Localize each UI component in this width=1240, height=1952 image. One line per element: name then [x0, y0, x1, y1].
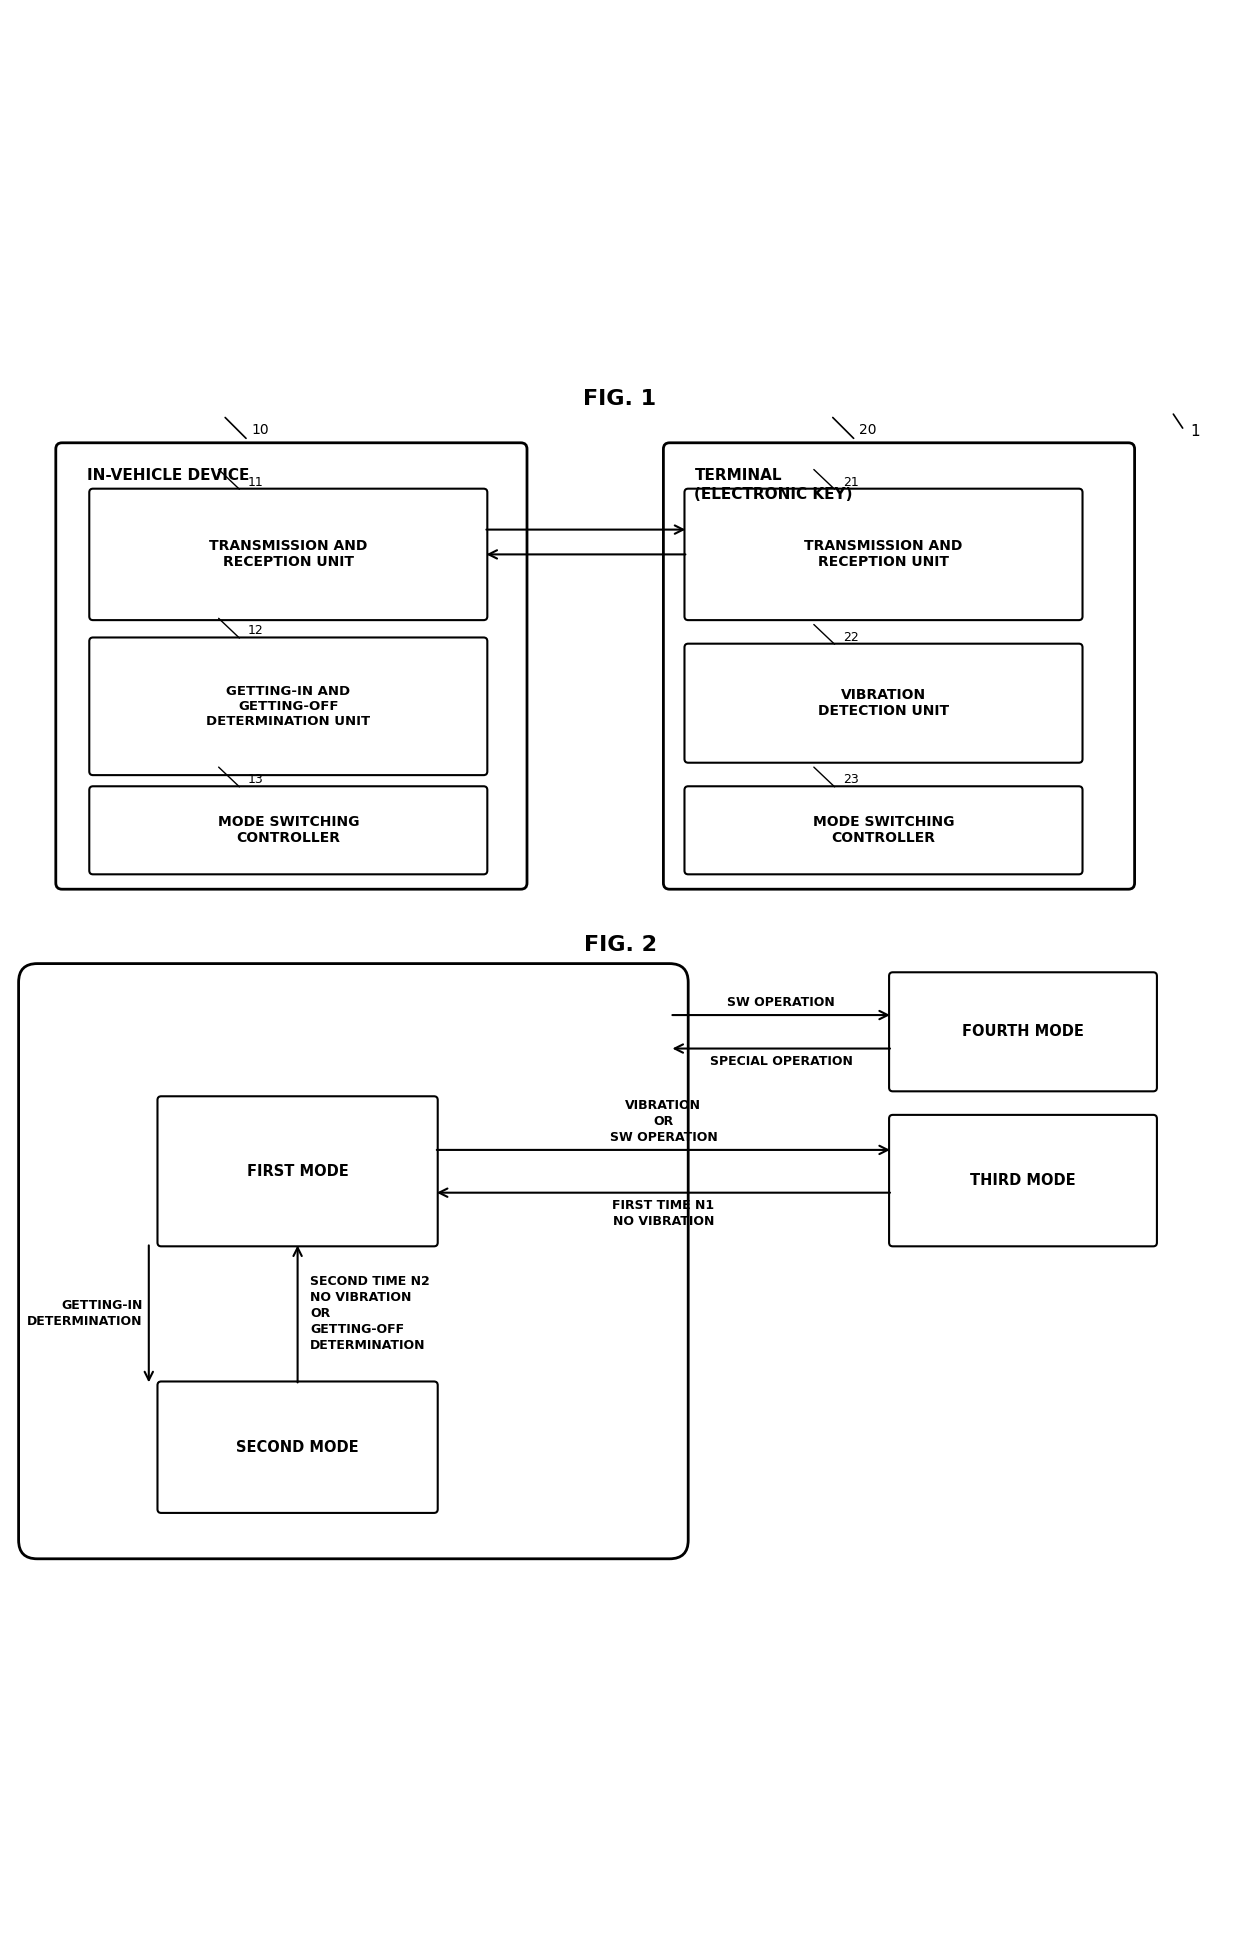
FancyBboxPatch shape	[157, 1382, 438, 1513]
Text: SECOND MODE: SECOND MODE	[237, 1441, 358, 1454]
Text: 22: 22	[843, 630, 858, 644]
Text: 20: 20	[859, 422, 877, 437]
Text: MODE SWITCHING
CONTROLLER: MODE SWITCHING CONTROLLER	[217, 816, 360, 845]
FancyBboxPatch shape	[157, 1097, 438, 1245]
Text: TRANSMISSION AND
RECEPTION UNIT: TRANSMISSION AND RECEPTION UNIT	[210, 539, 367, 570]
Text: SECOND TIME N2
NO VIBRATION
OR
GETTING-OFF
DETERMINATION: SECOND TIME N2 NO VIBRATION OR GETTING-O…	[310, 1275, 430, 1353]
FancyBboxPatch shape	[684, 787, 1083, 874]
Text: 13: 13	[248, 773, 263, 787]
Text: GETTING-IN
DETERMINATION: GETTING-IN DETERMINATION	[27, 1300, 143, 1329]
Text: FOURTH MODE: FOURTH MODE	[962, 1025, 1084, 1038]
FancyBboxPatch shape	[684, 488, 1083, 621]
Text: THIRD MODE: THIRD MODE	[970, 1173, 1076, 1189]
Text: SW OPERATION: SW OPERATION	[728, 996, 835, 1009]
FancyBboxPatch shape	[663, 443, 1135, 890]
Text: FIG. 1: FIG. 1	[584, 388, 656, 410]
Text: MODE SWITCHING
CONTROLLER: MODE SWITCHING CONTROLLER	[812, 816, 955, 845]
FancyBboxPatch shape	[89, 488, 487, 621]
FancyBboxPatch shape	[56, 443, 527, 890]
FancyBboxPatch shape	[889, 1115, 1157, 1245]
Text: 12: 12	[248, 625, 263, 638]
Text: TERMINAL
(ELECTRONIC KEY): TERMINAL (ELECTRONIC KEY)	[694, 468, 853, 502]
FancyBboxPatch shape	[89, 638, 487, 775]
FancyBboxPatch shape	[19, 964, 688, 1560]
Text: SPECIAL OPERATION: SPECIAL OPERATION	[709, 1054, 853, 1068]
Text: FIG. 2: FIG. 2	[584, 935, 656, 955]
Text: 10: 10	[252, 422, 269, 437]
Text: FIRST TIME N1
NO VIBRATION: FIRST TIME N1 NO VIBRATION	[613, 1199, 714, 1228]
Text: 11: 11	[248, 476, 263, 488]
Text: VIBRATION
OR
SW OPERATION: VIBRATION OR SW OPERATION	[610, 1099, 717, 1144]
Text: IN-VEHICLE DEVICE: IN-VEHICLE DEVICE	[87, 468, 249, 482]
FancyBboxPatch shape	[889, 972, 1157, 1091]
Text: 23: 23	[843, 773, 858, 787]
Text: TRANSMISSION AND
RECEPTION UNIT: TRANSMISSION AND RECEPTION UNIT	[805, 539, 962, 570]
Text: FIRST MODE: FIRST MODE	[247, 1163, 348, 1179]
FancyBboxPatch shape	[684, 644, 1083, 763]
Text: 1: 1	[1190, 424, 1200, 439]
Text: 21: 21	[843, 476, 858, 488]
Text: GETTING-IN AND
GETTING-OFF
DETERMINATION UNIT: GETTING-IN AND GETTING-OFF DETERMINATION…	[206, 685, 371, 728]
Text: VIBRATION
DETECTION UNIT: VIBRATION DETECTION UNIT	[818, 689, 949, 718]
FancyBboxPatch shape	[89, 787, 487, 874]
